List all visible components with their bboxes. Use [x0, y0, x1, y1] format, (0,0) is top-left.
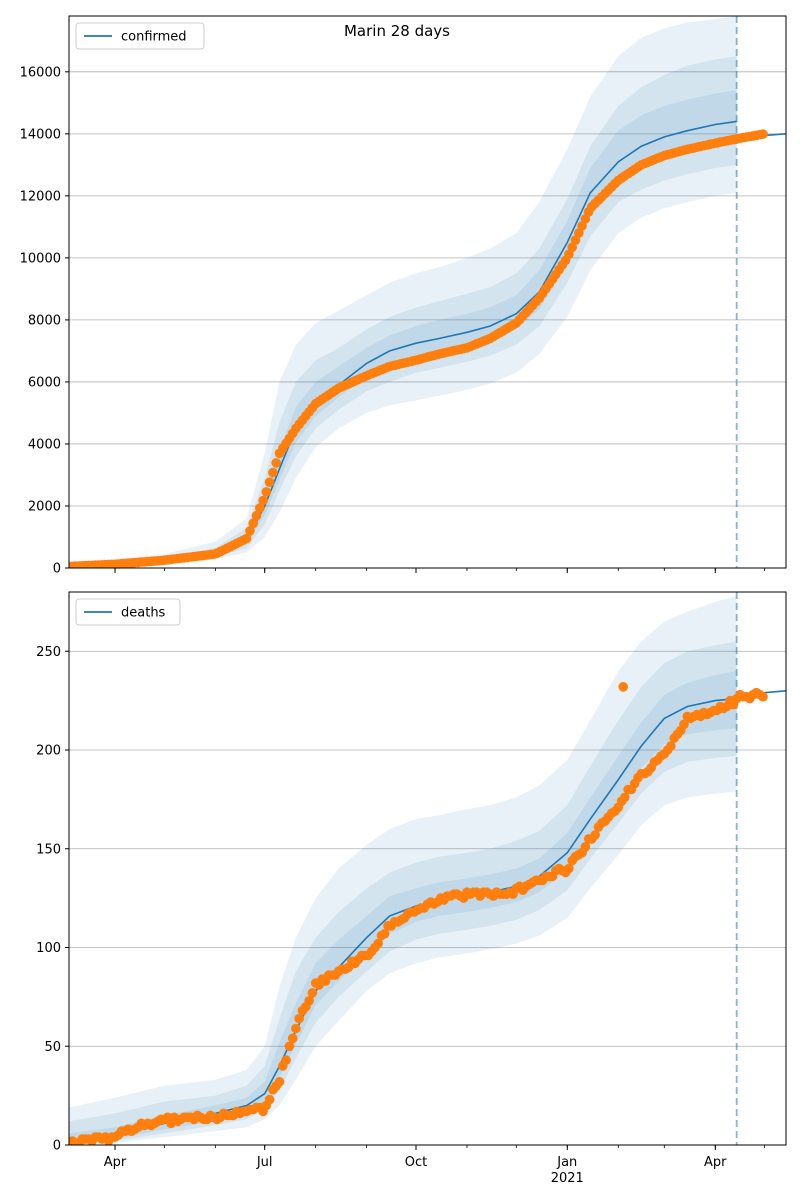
observed-point — [620, 792, 630, 803]
legend: deaths — [75, 598, 181, 626]
confirmed-panel: 0 2000 4000 6000 8000 10000 12000 14000 16000 con… — [20, 15, 787, 577]
uncertainty-band-outer — [69, 16, 737, 568]
y-tick-label: 4000 — [28, 437, 61, 452]
uncertainty-band-outer — [69, 595, 737, 1145]
observed-point — [281, 1055, 291, 1065]
observed-point — [291, 1023, 301, 1034]
x-tick-label: Jan — [556, 1155, 577, 1170]
observed-point — [758, 691, 768, 702]
axes-frame — [68, 15, 787, 569]
y-tick-label: 50 — [44, 1040, 61, 1055]
x-tick-year-label: 2021 — [551, 1171, 584, 1186]
axes-frame — [68, 591, 787, 1146]
observed-point — [271, 458, 282, 468]
legend-label: confirmed — [121, 30, 187, 45]
figure-title: Marin 28 days — [344, 22, 450, 40]
observed-point — [373, 938, 384, 949]
y-tick-label: 10000 — [20, 251, 61, 266]
deaths-panel: 0 50 100 150 200 250 deaths — [36, 591, 787, 1154]
observed-point — [304, 996, 314, 1006]
plot-area — [69, 16, 786, 568]
y-tick-label: 100 — [36, 941, 61, 956]
y-tick-label: 8000 — [28, 313, 61, 328]
observed-point — [287, 1033, 298, 1044]
y-tick-label: 200 — [36, 744, 61, 759]
legend-label: deaths — [121, 606, 166, 621]
uncertainty-band-middle — [69, 56, 737, 568]
observed-point — [294, 1013, 305, 1024]
legend: confirmed — [75, 22, 205, 50]
x-tick-label: Apr — [104, 1155, 127, 1170]
observed-point — [307, 988, 318, 998]
observed-point — [248, 518, 258, 529]
observed-point — [564, 863, 574, 874]
x-tick-label: Oct — [405, 1155, 427, 1170]
observed-point — [241, 533, 252, 544]
observed-point — [254, 503, 265, 513]
y-tick-label: 250 — [36, 645, 61, 660]
observed-point — [590, 830, 600, 840]
observed-point — [758, 129, 768, 139]
observed-point — [679, 719, 689, 730]
observed-point — [580, 842, 591, 852]
y-tick-label: 0 — [53, 562, 61, 577]
observed-point — [264, 1094, 275, 1105]
observed-point — [666, 741, 676, 751]
y-tick-label: 6000 — [28, 375, 61, 390]
observed-point — [379, 928, 390, 939]
x-tick-label: Apr — [704, 1155, 727, 1170]
observed-point — [245, 526, 255, 536]
uncertainty-band-inner — [69, 90, 737, 568]
legend-box — [75, 22, 205, 50]
x-tick-label: Jul — [256, 1155, 273, 1170]
y-tick-label: 0 — [53, 1139, 61, 1154]
uncertainty-band-middle — [69, 641, 737, 1145]
observed-point — [251, 510, 262, 521]
y-tick-label: 2000 — [28, 499, 61, 514]
plot-area — [69, 592, 786, 1145]
y-tick-label: 16000 — [20, 65, 61, 80]
observed-point — [268, 467, 278, 478]
legend-box — [75, 598, 181, 626]
observed-point — [274, 1077, 285, 1087]
observed-point — [264, 477, 275, 488]
y-tick-label: 150 — [36, 842, 61, 857]
observed-point — [284, 1041, 295, 1052]
observed-point — [618, 682, 628, 692]
observed-point — [258, 495, 268, 506]
y-tick-label: 12000 — [20, 189, 61, 204]
y-tick-label: 14000 — [20, 127, 61, 142]
observed-point — [261, 487, 272, 497]
uncertainty-band-inner — [69, 671, 737, 1145]
